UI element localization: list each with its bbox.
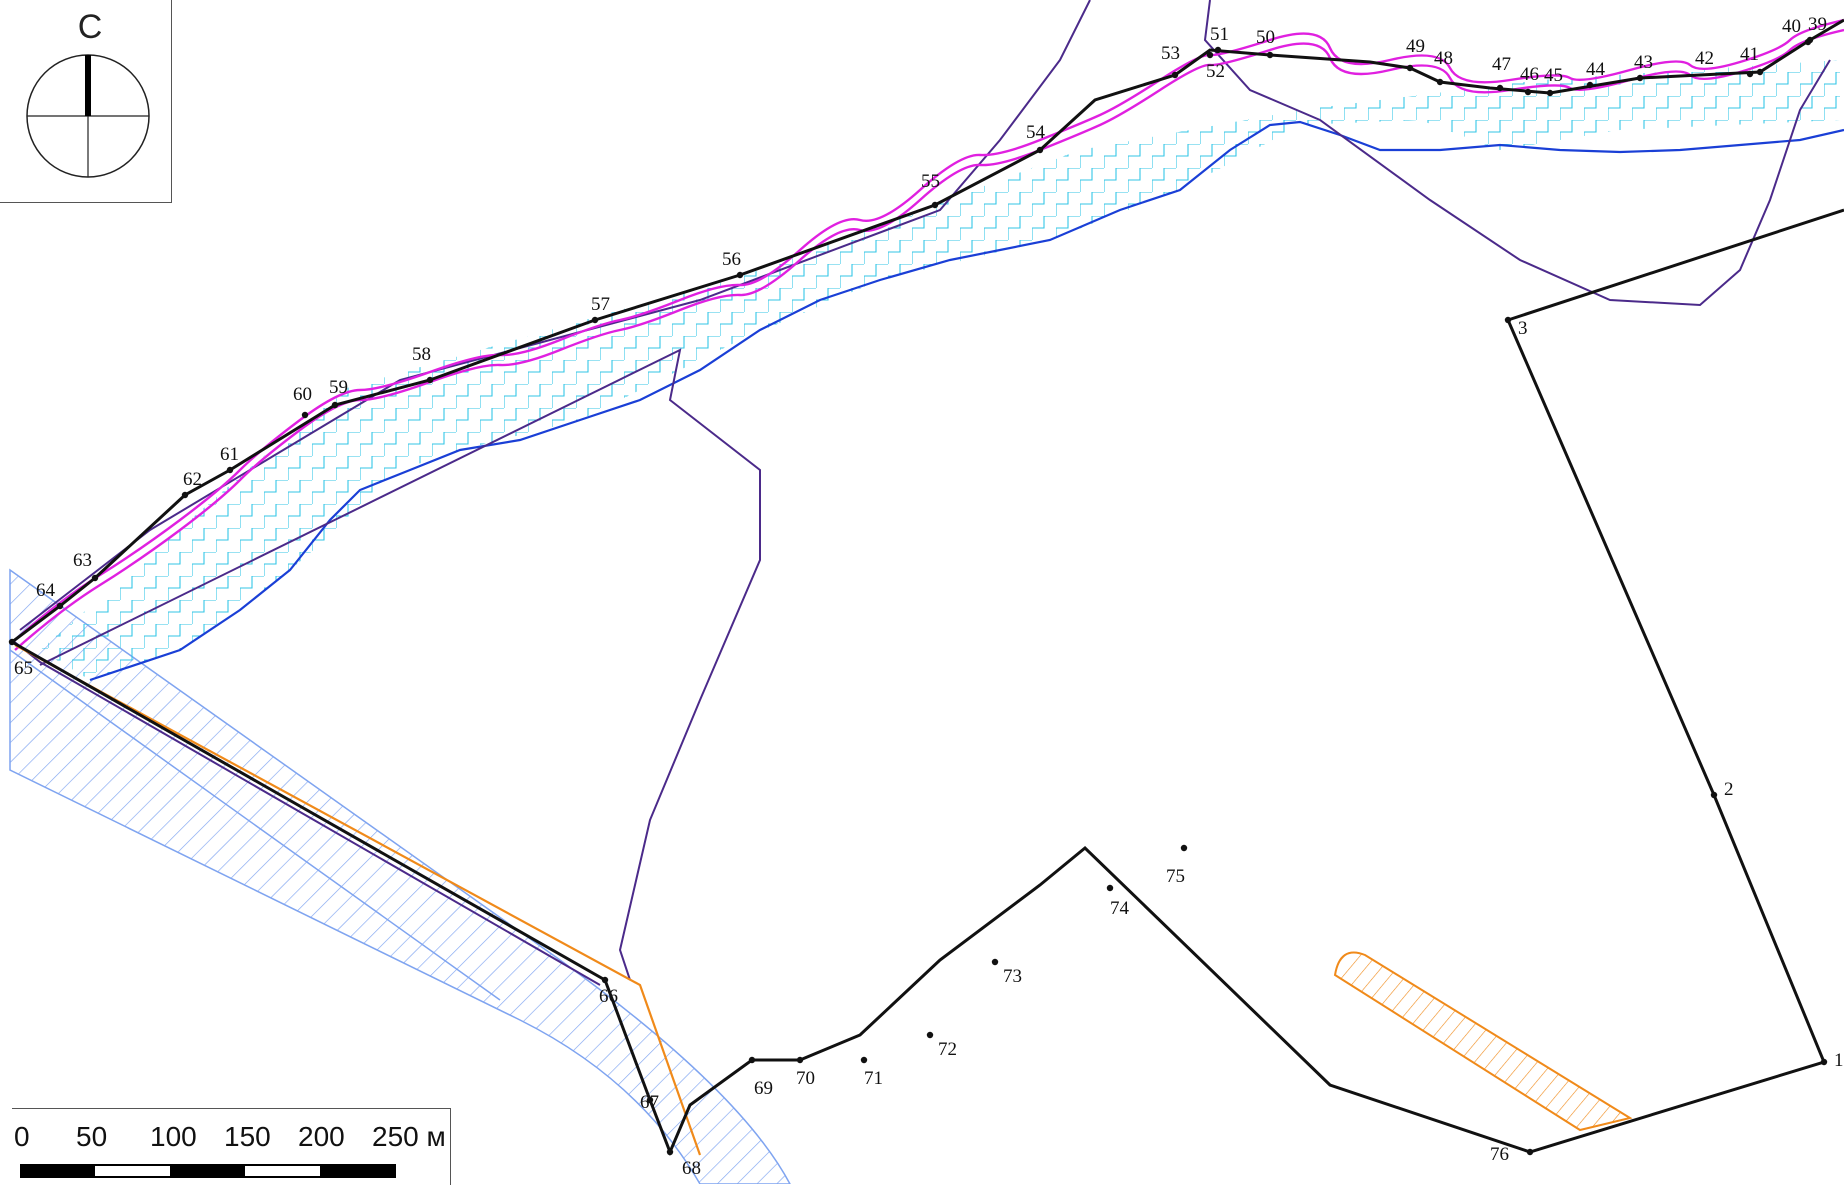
scale-tick-label: 200 [298, 1121, 345, 1152]
point-marker-63 [91, 574, 99, 582]
point-marker-69 [748, 1056, 756, 1064]
point-label-76: 76 [1490, 1144, 1509, 1165]
point-marker-58 [426, 376, 434, 384]
parcel-boundary-south [11, 208, 1844, 1156]
point-marker-74 [1106, 884, 1114, 892]
compass-north-letter: С [77, 8, 103, 46]
point-marker-48 [1436, 78, 1444, 86]
point-label-42: 42 [1695, 48, 1714, 69]
point-label-53: 53 [1161, 43, 1180, 64]
compass-panel: С [0, 0, 172, 203]
point-label-52: 52 [1206, 61, 1225, 82]
point-marker-72 [926, 1031, 934, 1039]
scale-tick-label: 0 [14, 1121, 30, 1152]
point-label-48: 48 [1434, 48, 1453, 69]
point-label-3: 3 [1518, 318, 1528, 339]
point-marker-67 [646, 1096, 654, 1104]
point-marker-66 [601, 976, 609, 984]
water-protection-strip [40, 60, 1840, 680]
point-marker-1 [1820, 1058, 1828, 1066]
point-label-68: 68 [682, 1158, 701, 1179]
point-marker-50 [1266, 51, 1274, 59]
point-label-54: 54 [1026, 122, 1046, 143]
point-label-69: 69 [754, 1078, 773, 1099]
point-marker-73 [991, 958, 999, 966]
water-edge-line [89, 120, 1844, 682]
point-marker-52 [1206, 51, 1214, 59]
point-label-62: 62 [183, 469, 202, 490]
scale-tick-label: 100 [150, 1121, 197, 1152]
point-label-45: 45 [1544, 65, 1563, 86]
scale-tick-label: 250 м [372, 1121, 446, 1152]
point-marker-44 [1586, 81, 1594, 89]
scale-tick-label: 50 [76, 1121, 108, 1152]
point-label-1: 1 [1834, 1050, 1844, 1071]
scale-bar-graphic [20, 1164, 396, 1178]
point-label-55: 55 [921, 171, 940, 192]
point-marker-65 [8, 638, 16, 646]
point-label-58: 58 [412, 344, 431, 365]
point-marker-3 [1504, 316, 1512, 324]
point-marker-71 [860, 1056, 868, 1064]
point-marker-75 [1180, 844, 1188, 852]
point-marker-61 [226, 466, 234, 474]
point-label-47: 47 [1492, 54, 1511, 75]
point-marker-60 [301, 411, 309, 419]
point-label-72: 72 [938, 1039, 957, 1060]
point-marker-41 [1756, 68, 1764, 76]
point-label-46: 46 [1520, 64, 1539, 85]
point-label-40: 40 [1782, 16, 1801, 37]
point-marker-76 [1526, 1148, 1534, 1156]
point-label-50: 50 [1256, 27, 1275, 48]
point-marker-45 [1546, 89, 1554, 97]
compass-rose-icon [26, 54, 150, 178]
point-label-41: 41 [1740, 44, 1759, 65]
point-label-74: 74 [1110, 898, 1130, 919]
point-label-61: 61 [220, 444, 239, 465]
point-marker-62 [181, 491, 189, 499]
point-label-51: 51 [1210, 24, 1229, 45]
point-label-59: 59 [329, 377, 348, 398]
point-marker-57 [591, 316, 599, 324]
point-marker-42 [1746, 70, 1754, 78]
point-label-2: 2 [1724, 779, 1734, 800]
point-label-73: 73 [1003, 966, 1022, 987]
point-marker-46 [1524, 88, 1532, 96]
orange-zone [14, 644, 1633, 1156]
point-label-43: 43 [1634, 52, 1653, 73]
point-label-56: 56 [722, 249, 741, 270]
point-label-39: 39 [1808, 14, 1827, 35]
point-marker-70 [796, 1056, 804, 1064]
point-marker-64 [56, 602, 64, 610]
point-marker-49 [1406, 64, 1414, 72]
point-marker-59 [331, 401, 339, 409]
point-marker-51 [1214, 46, 1222, 54]
point-label-60: 60 [293, 384, 312, 405]
point-label-64: 64 [36, 580, 56, 601]
point-marker-40 [1804, 38, 1812, 46]
point-marker-68 [666, 1148, 674, 1156]
point-marker-55 [931, 201, 939, 209]
point-label-71: 71 [864, 1068, 883, 1089]
point-label-65: 65 [14, 658, 33, 679]
point-marker-54 [1036, 146, 1044, 154]
scale-tick-label: 150 [224, 1121, 271, 1152]
point-label-44: 44 [1586, 59, 1606, 80]
point-marker-2 [1710, 791, 1718, 799]
point-marker-53 [1171, 71, 1179, 79]
point-marker-43 [1636, 74, 1644, 82]
point-label-66: 66 [599, 986, 618, 1007]
point-label-70: 70 [796, 1068, 815, 1089]
point-marker-56 [736, 271, 744, 279]
point-label-63: 63 [73, 550, 92, 571]
point-label-49: 49 [1406, 36, 1425, 57]
point-label-67: 67 [640, 1092, 659, 1113]
scale-bar: 0 50 100 150 200 250 м [12, 1108, 451, 1185]
point-marker-47 [1496, 84, 1504, 92]
point-label-57: 57 [591, 294, 610, 315]
point-label-75: 75 [1166, 866, 1185, 887]
